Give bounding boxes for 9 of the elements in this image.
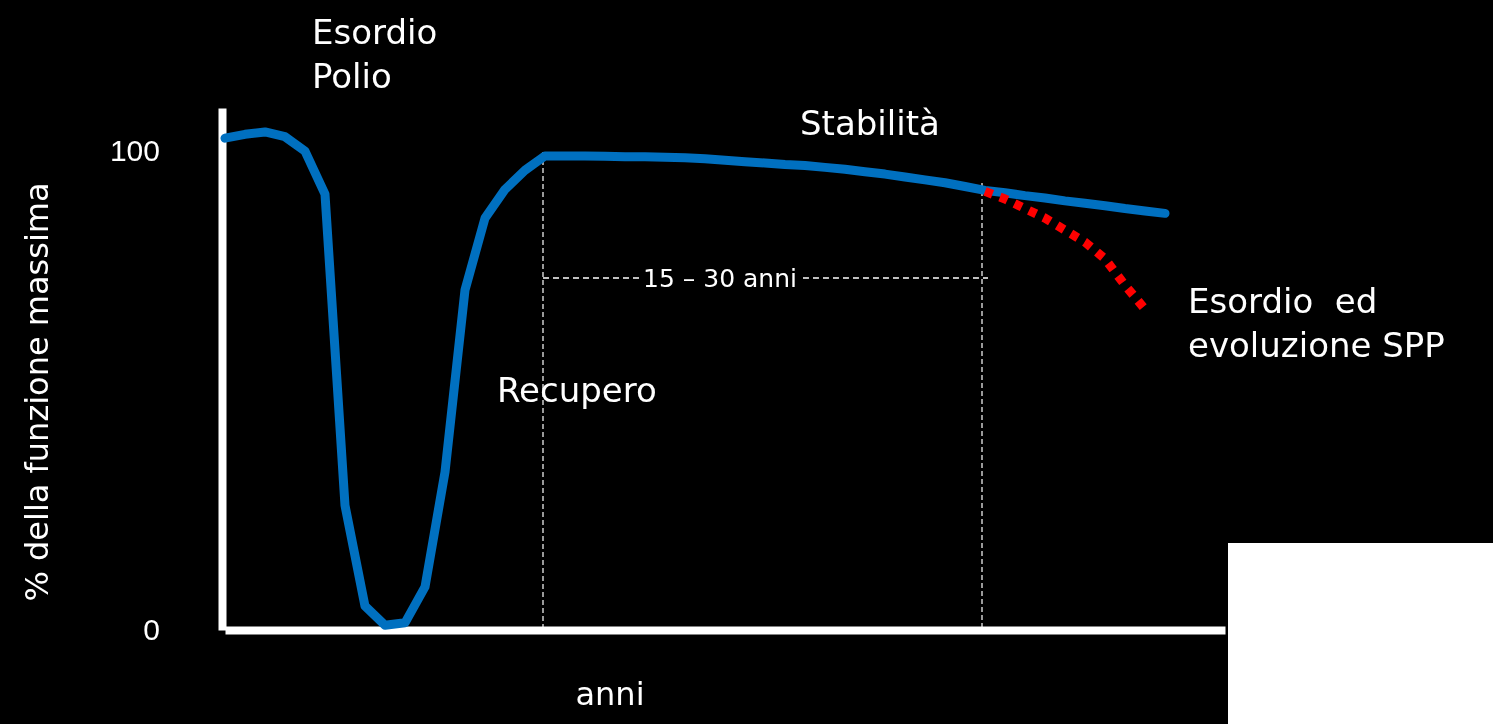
annotation: Stabilità bbox=[800, 103, 940, 143]
text: Esordio Polio bbox=[312, 12, 438, 96]
annotation: 15 – 30 anni bbox=[643, 264, 797, 293]
annotation: Esordio ed evoluzione SPP bbox=[1188, 281, 1445, 365]
annotation: Recupero bbox=[497, 370, 657, 410]
y-axis-title: % della funzione massima bbox=[18, 182, 56, 602]
y-tick-label: 100 bbox=[109, 134, 160, 168]
y-tick-label: 0 bbox=[143, 613, 160, 647]
x-axis-title: anni bbox=[575, 675, 645, 713]
